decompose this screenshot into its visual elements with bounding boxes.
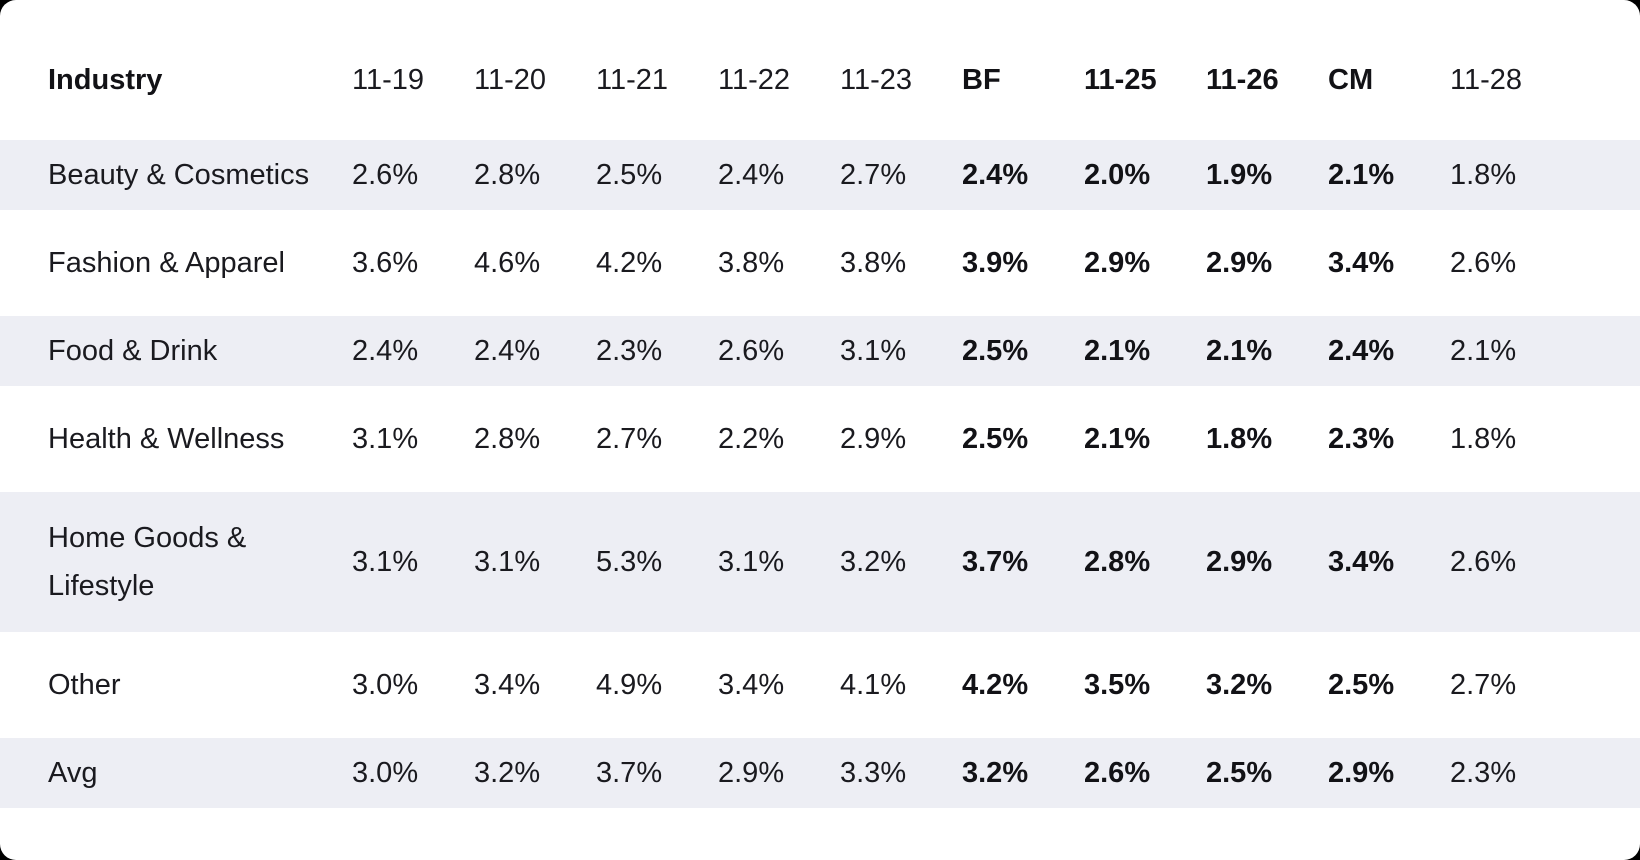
value-cell: 2.1% bbox=[1084, 423, 1151, 455]
value-cell: 2.3% bbox=[1450, 757, 1517, 789]
value-cell: 1.8% bbox=[1206, 423, 1273, 455]
value-cell: 3.2% bbox=[840, 546, 907, 578]
value-cell: 3.1% bbox=[352, 423, 419, 455]
value-cell: 3.6% bbox=[352, 247, 419, 279]
value-cell: 2.8% bbox=[474, 423, 541, 455]
column-header: 11-19 bbox=[352, 64, 425, 96]
value-cell: 3.2% bbox=[474, 757, 541, 789]
value-cell: 3.1% bbox=[718, 546, 785, 578]
value-cell: 3.1% bbox=[840, 335, 907, 367]
table-row: Other 3.0% 3.4% 4.9% 3.4% 4.1% 4.2% 3.5% 3.2% 2.5… bbox=[0, 650, 1640, 720]
value-cell: 2.7% bbox=[840, 159, 907, 191]
industry-cell: Food & Drink bbox=[48, 335, 218, 367]
value-cell: 4.2% bbox=[962, 669, 1029, 701]
value-cell: 3.0% bbox=[352, 669, 419, 701]
value-cell: 2.6% bbox=[1450, 247, 1517, 279]
value-cell: 2.0% bbox=[1084, 159, 1151, 191]
value-cell: 2.6% bbox=[1084, 757, 1151, 789]
value-cell: 2.5% bbox=[962, 423, 1029, 455]
table-row: Food & Drink 2.4% 2.4% 2.3% 2.6% 3.1% 2.5% 2.1%… bbox=[0, 316, 1640, 386]
value-cell: 3.7% bbox=[596, 757, 663, 789]
value-cell: 2.9% bbox=[718, 757, 785, 789]
value-cell: 2.8% bbox=[474, 159, 541, 191]
column-header: 11-22 bbox=[718, 64, 791, 96]
value-cell: 1.8% bbox=[1450, 423, 1517, 455]
value-cell: 3.5% bbox=[1084, 669, 1151, 701]
value-cell: 2.4% bbox=[962, 159, 1029, 191]
table-row: Home Goods & Lifestyle 3.1% 3.1% 5.3% 3.1% 3.… bbox=[0, 492, 1640, 632]
table-body: Beauty & Cosmetics 2.6% 2.8% 2.5% 2.4% 2.7% 2.… bbox=[0, 140, 1640, 808]
value-cell: 3.4% bbox=[718, 669, 785, 701]
value-cell: 3.8% bbox=[840, 247, 907, 279]
value-cell: 4.6% bbox=[474, 247, 541, 279]
value-cell: 2.1% bbox=[1450, 335, 1517, 367]
column-header: 11-23 bbox=[840, 64, 913, 96]
value-cell: 3.2% bbox=[1206, 669, 1273, 701]
value-cell: 3.8% bbox=[718, 247, 785, 279]
value-cell: 2.7% bbox=[596, 423, 663, 455]
value-cell: 2.4% bbox=[718, 159, 785, 191]
value-cell: 2.9% bbox=[1084, 247, 1151, 279]
value-cell: 4.1% bbox=[840, 669, 907, 701]
value-cell: 3.4% bbox=[474, 669, 541, 701]
industry-column-header: Industry bbox=[48, 64, 163, 96]
value-cell: 2.9% bbox=[1206, 247, 1273, 279]
value-cell: 3.0% bbox=[352, 757, 419, 789]
value-cell: 3.4% bbox=[1328, 546, 1395, 578]
value-cell: 5.3% bbox=[596, 546, 663, 578]
value-cell: 2.6% bbox=[718, 335, 785, 367]
value-cell: 3.3% bbox=[840, 757, 907, 789]
value-cell: 3.1% bbox=[474, 546, 541, 578]
value-cell: 2.5% bbox=[596, 159, 663, 191]
industry-cell: Beauty & Cosmetics bbox=[48, 159, 310, 191]
value-cell: 2.5% bbox=[1328, 669, 1395, 701]
value-cell: 1.8% bbox=[1450, 159, 1517, 191]
value-cell: 2.1% bbox=[1328, 159, 1395, 191]
value-cell: 2.1% bbox=[1206, 335, 1273, 367]
value-cell: 2.3% bbox=[596, 335, 663, 367]
value-cell: 2.2% bbox=[718, 423, 785, 455]
industry-cell: Other bbox=[48, 669, 121, 701]
industry-cell: Home Goods & Lifestyle bbox=[48, 522, 247, 602]
value-cell: 2.3% bbox=[1328, 423, 1395, 455]
value-cell: 2.5% bbox=[1206, 757, 1273, 789]
column-header: BF bbox=[962, 64, 1001, 96]
industry-cell: Fashion & Apparel bbox=[48, 247, 285, 279]
value-cell: 3.9% bbox=[962, 247, 1029, 279]
value-cell: 2.7% bbox=[1450, 669, 1517, 701]
column-header: 11-25 bbox=[1084, 64, 1157, 96]
value-cell: 2.5% bbox=[962, 335, 1029, 367]
table-row: Beauty & Cosmetics 2.6% 2.8% 2.5% 2.4% 2.7% 2.… bbox=[0, 140, 1640, 210]
value-cell: 3.4% bbox=[1328, 247, 1395, 279]
industry-cell: Avg bbox=[48, 757, 98, 789]
value-cell: 2.1% bbox=[1084, 335, 1151, 367]
value-cell: 4.9% bbox=[596, 669, 663, 701]
value-cell: 2.6% bbox=[1450, 546, 1517, 578]
industry-cell: Health & Wellness bbox=[48, 423, 285, 455]
value-cell: 2.4% bbox=[474, 335, 541, 367]
value-cell: 1.9% bbox=[1206, 159, 1273, 191]
value-cell: 3.2% bbox=[962, 757, 1029, 789]
column-header: 11-28 bbox=[1450, 64, 1523, 96]
column-header: 11-26 bbox=[1206, 64, 1279, 96]
value-cell: 2.4% bbox=[1328, 335, 1395, 367]
value-cell: 2.6% bbox=[352, 159, 419, 191]
table-row: Fashion & Apparel 3.6% 4.6% 4.2% 3.8% 3.8% 3.9… bbox=[0, 228, 1640, 298]
value-cell: 3.1% bbox=[352, 546, 419, 578]
value-cell: 4.2% bbox=[596, 247, 663, 279]
value-cell: 2.9% bbox=[1328, 757, 1395, 789]
value-cell: 2.9% bbox=[1206, 546, 1273, 578]
table-row: Health & Wellness 3.1% 2.8% 2.7% 2.2% 2.9% 2.5… bbox=[0, 404, 1640, 474]
table-header-row: Industry 11-19 11-20 11-21 11-22 11-23 BF 11-25… bbox=[0, 0, 1640, 140]
column-header: CM bbox=[1328, 64, 1374, 96]
value-cell: 2.9% bbox=[840, 423, 907, 455]
value-cell: 2.8% bbox=[1084, 546, 1151, 578]
value-cell: 2.4% bbox=[352, 335, 419, 367]
table-row: Avg 3.0% 3.2% 3.7% 2.9% 3.3% 3.2% 2.6% 2.5% 2.9% 2… bbox=[0, 738, 1640, 808]
value-cell: 3.7% bbox=[962, 546, 1029, 578]
column-header: 11-20 bbox=[474, 64, 547, 96]
column-header: 11-21 bbox=[596, 64, 669, 96]
